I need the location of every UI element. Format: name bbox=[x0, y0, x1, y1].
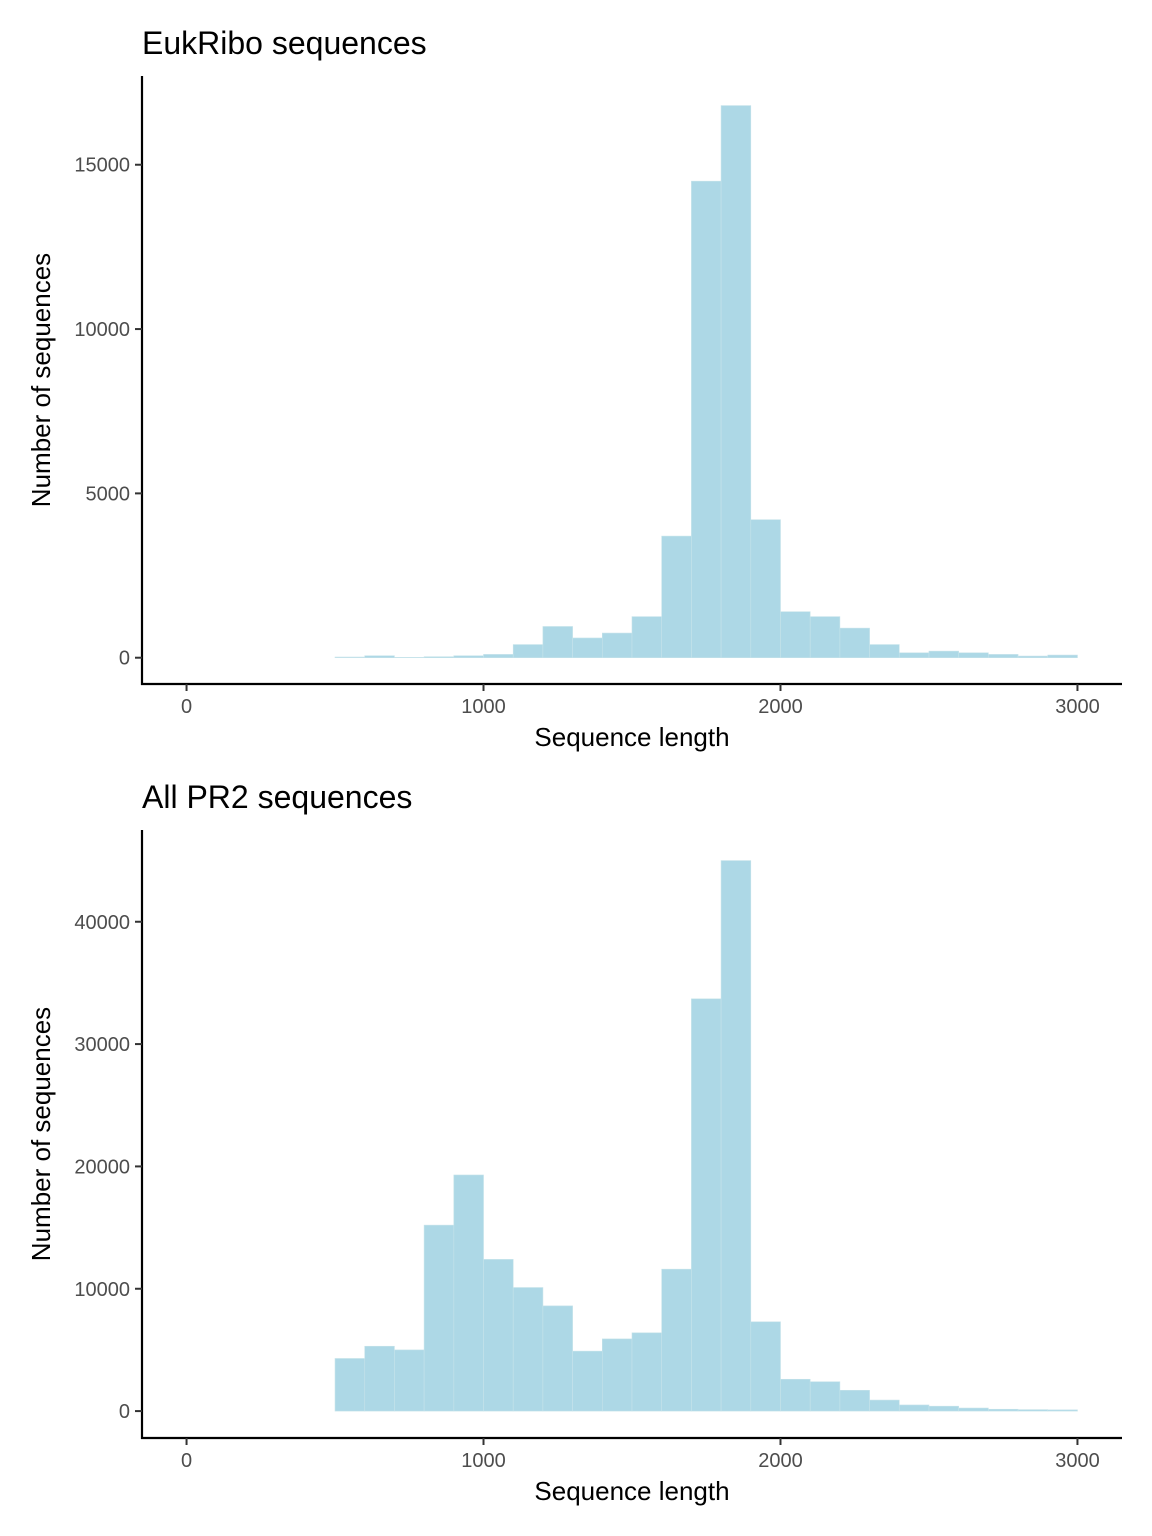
histogram-bar bbox=[928, 650, 959, 659]
histogram-bar bbox=[898, 1404, 930, 1412]
y-tick-label: 15000 bbox=[74, 155, 130, 177]
histogram-bar bbox=[988, 1408, 1019, 1412]
y-tick-label: 40000 bbox=[74, 912, 130, 934]
histogram-bar bbox=[542, 626, 573, 659]
histogram-bar bbox=[453, 1174, 484, 1412]
x-axis-title: Sequence length bbox=[534, 722, 729, 752]
histogram-bar bbox=[394, 1349, 425, 1412]
histogram-bar bbox=[483, 1259, 514, 1412]
histogram-bar bbox=[898, 652, 930, 659]
histogram-bar bbox=[334, 1358, 366, 1412]
y-tick-label: 5000 bbox=[86, 483, 131, 505]
x-tick-label: 1000 bbox=[461, 696, 506, 718]
histogram-bar bbox=[839, 1389, 870, 1412]
histogram-bar bbox=[602, 632, 633, 659]
bar-group bbox=[334, 105, 1078, 659]
histogram-bar bbox=[512, 644, 544, 659]
x-tick-label: 2000 bbox=[758, 1450, 803, 1472]
histogram-bar bbox=[1047, 654, 1078, 659]
y-axis-title: Number of sequences bbox=[26, 253, 56, 507]
axes: 0 5000 10000 15000 0 1000 2000 3000 bbox=[74, 76, 1122, 718]
eukribo-histogram-panel: EukRibo sequences Sequence length Number… bbox=[26, 25, 1122, 752]
histogram-bar bbox=[423, 1224, 455, 1412]
histogram-bar bbox=[1047, 1409, 1078, 1412]
histogram-bar bbox=[691, 998, 722, 1412]
histogram-bar bbox=[661, 1268, 692, 1412]
y-axis-title: Number of sequences bbox=[26, 1007, 56, 1261]
histogram-bar bbox=[720, 860, 752, 1412]
x-tick-label: 1000 bbox=[461, 1450, 506, 1472]
histogram-bar bbox=[661, 535, 692, 659]
chart-title: EukRibo sequences bbox=[142, 25, 427, 61]
pr2-histogram-panel: All PR2 sequences Sequence length Number… bbox=[26, 779, 1122, 1506]
histogram-bar bbox=[691, 180, 722, 659]
histogram-bar bbox=[1017, 1409, 1049, 1412]
histogram-bar bbox=[809, 616, 841, 659]
histogram-bar bbox=[364, 1345, 395, 1412]
histogram-bar bbox=[512, 1287, 544, 1412]
x-tick-label: 3000 bbox=[1055, 1450, 1100, 1472]
histogram-bar bbox=[572, 637, 603, 659]
histogram-bar bbox=[958, 652, 989, 659]
x-axis-title: Sequence length bbox=[534, 1476, 729, 1506]
histogram-bar bbox=[869, 1399, 900, 1412]
y-tick-label: 0 bbox=[119, 1401, 130, 1423]
histogram-bar bbox=[572, 1350, 603, 1412]
y-tick-label: 10000 bbox=[74, 319, 130, 341]
histogram-bar bbox=[928, 1405, 959, 1412]
x-tick-label: 0 bbox=[181, 1450, 192, 1472]
histogram-bar bbox=[602, 1338, 633, 1412]
bar-group bbox=[334, 860, 1078, 1412]
histogram-bar bbox=[780, 1378, 811, 1412]
y-tick-label: 0 bbox=[119, 648, 130, 670]
chart-title: All PR2 sequences bbox=[142, 779, 412, 815]
y-tick-label: 20000 bbox=[74, 1156, 130, 1178]
y-tick-label: 30000 bbox=[74, 1034, 130, 1056]
histogram-bar bbox=[1017, 655, 1049, 659]
histogram-bar bbox=[958, 1407, 989, 1412]
histogram-bar bbox=[780, 611, 811, 659]
histogram-bar bbox=[483, 654, 514, 659]
histogram-bar bbox=[631, 616, 662, 659]
histogram-bar bbox=[809, 1381, 841, 1412]
histogram-bar bbox=[839, 627, 870, 659]
histogram-bar bbox=[869, 644, 900, 659]
x-tick-label: 0 bbox=[181, 696, 192, 718]
histogram-bar bbox=[750, 1321, 781, 1412]
histogram-bar bbox=[631, 1332, 662, 1412]
y-tick-label: 10000 bbox=[74, 1279, 130, 1301]
histogram-bar bbox=[334, 656, 366, 659]
histogram-bar bbox=[750, 519, 781, 659]
histogram-bar bbox=[423, 656, 455, 659]
histogram-bar bbox=[364, 655, 395, 659]
x-tick-label: 2000 bbox=[758, 696, 803, 718]
axes: 0 10000 20000 30000 40000 0 1000 2000 3000 bbox=[74, 830, 1122, 1472]
histogram-bar bbox=[988, 654, 1019, 659]
histogram-bar bbox=[720, 105, 752, 659]
histogram-bar bbox=[453, 655, 484, 659]
x-tick-label: 3000 bbox=[1055, 696, 1100, 718]
histogram-bar bbox=[542, 1305, 573, 1412]
